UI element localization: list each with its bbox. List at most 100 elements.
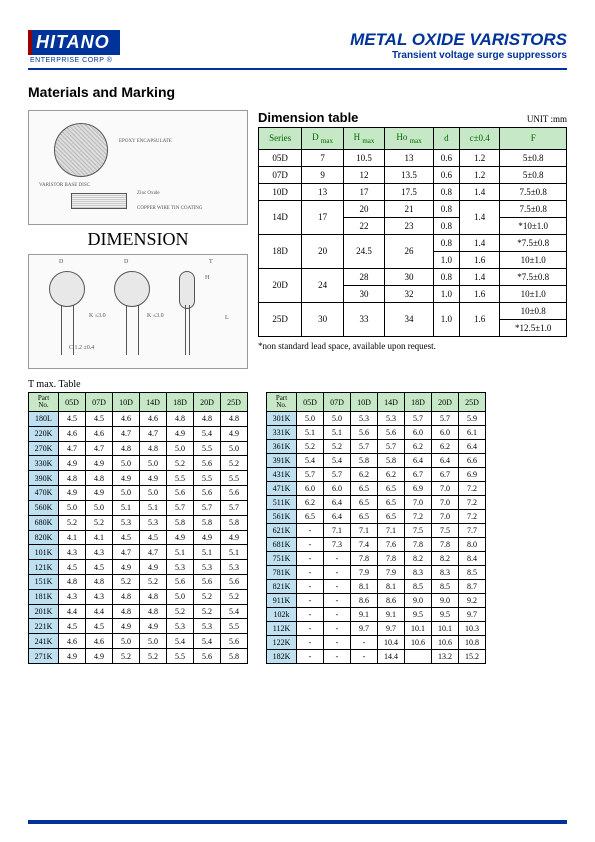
- tmax-value: 5.8: [221, 649, 248, 664]
- tmax-value: 6.4: [432, 454, 459, 468]
- tmax-value: 6.4: [324, 510, 351, 524]
- tmax-value: -: [351, 636, 378, 650]
- tmax-col-header: 07D: [86, 393, 113, 412]
- tmax-value: 4.1: [86, 530, 113, 545]
- dim-cell: *7.5±0.8: [500, 234, 567, 251]
- tmax-value: 8.6: [378, 594, 405, 608]
- logo-subtext: ENTERPRISE CORP ®: [30, 57, 112, 64]
- tmax-value: 5.2: [113, 574, 140, 589]
- tmax-value: 4.3: [59, 589, 86, 604]
- tmax-value: 5.2: [86, 515, 113, 530]
- dim-cell: 1.6: [459, 285, 499, 302]
- dim-cell: 0.6: [433, 149, 459, 166]
- tmax-value: 5.7: [432, 412, 459, 426]
- lead-line: [61, 305, 62, 355]
- tmax-part-no: 270K: [29, 441, 59, 456]
- tmax-value: 4.7: [59, 441, 86, 456]
- tmax-value: 5.8: [194, 515, 221, 530]
- dim-cell: 30: [343, 285, 384, 302]
- tmax-value: 10.3: [459, 622, 486, 636]
- page-subtitle: Transient voltage surge suppressors: [350, 50, 567, 61]
- tmax-part-no: 781K: [267, 566, 297, 580]
- tmax-value: 4.9: [86, 456, 113, 471]
- tmax-value: 6.0: [432, 426, 459, 440]
- tmax-part-no: 112K: [267, 622, 297, 636]
- tmax-value: 5.0: [167, 441, 194, 456]
- dim-cell: 33: [343, 302, 384, 336]
- dim-col-header: H max: [343, 128, 384, 150]
- tmax-value: -: [297, 608, 324, 622]
- tmax-value: 4.9: [113, 619, 140, 634]
- tmax-value: 14.4: [378, 650, 405, 664]
- tmax-value: 4.8: [113, 589, 140, 604]
- tmax-value: 6.0: [405, 426, 432, 440]
- tmax-value: 4.7: [86, 441, 113, 456]
- dim-cell: 5±0.8: [500, 166, 567, 183]
- tmax-value: 4.9: [113, 471, 140, 486]
- tmax-value: 5.9: [459, 412, 486, 426]
- dim-cell: 26: [385, 234, 434, 268]
- tmax-part-no: 221K: [29, 619, 59, 634]
- tmax-value: 9.7: [459, 608, 486, 622]
- tmax-value: 9.7: [351, 622, 378, 636]
- tmax-col-header: 20D: [432, 393, 459, 412]
- dim-cell: 12: [343, 166, 384, 183]
- tmax-value: 5.7: [167, 500, 194, 515]
- tmax-value: 5.2: [194, 589, 221, 604]
- tmax-part-no: 621K: [267, 524, 297, 538]
- dim-cell: 1.4: [459, 200, 499, 234]
- dim-cell: 5±0.8: [500, 149, 567, 166]
- tmax-value: 8.5: [459, 566, 486, 580]
- tmax-value: 6.2: [378, 468, 405, 482]
- tmax-value: 4.5: [140, 530, 167, 545]
- tmax-value: 5.3: [378, 412, 405, 426]
- tmax-value: 4.8: [140, 441, 167, 456]
- tmax-value: 4.8: [113, 604, 140, 619]
- tmax-value: 7.2: [405, 510, 432, 524]
- tmax-value: 5.1: [221, 545, 248, 560]
- tmax-value: 4.6: [140, 412, 167, 427]
- dim-cell: 1.0: [433, 251, 459, 268]
- tmax-value: 10.6: [432, 636, 459, 650]
- tmax-value: -: [297, 538, 324, 552]
- tmax-value: 4.9: [167, 426, 194, 441]
- tmax-value: 4.5: [86, 560, 113, 575]
- tmax-value: 6.7: [432, 468, 459, 482]
- tmax-value: 7.5: [405, 524, 432, 538]
- disc-graphic: [54, 123, 108, 177]
- dim-cell: 1.4: [459, 268, 499, 285]
- title-block: METAL OXIDE VARISTORS Transient voltage …: [350, 30, 567, 61]
- tmax-value: 6.5: [351, 510, 378, 524]
- dim-cell: 10±0.8: [500, 302, 567, 319]
- dim-cell: 7.5±0.8: [500, 200, 567, 217]
- tmax-value: 4.5: [59, 560, 86, 575]
- tmax-value: 5.2: [59, 515, 86, 530]
- tmax-value: 5.3: [194, 619, 221, 634]
- tmax-value: -: [324, 594, 351, 608]
- tmax-value: 9.5: [432, 608, 459, 622]
- tmax-value: 9.2: [459, 594, 486, 608]
- tmax-value: -: [324, 650, 351, 664]
- materials-diagram: EPOXY ENCAPSULATE VARISTOR BASE DISC Zin…: [28, 110, 248, 225]
- tmax-value: 5.2: [297, 440, 324, 454]
- tmax-value: 4.8: [113, 441, 140, 456]
- tmax-value: 6.5: [378, 510, 405, 524]
- tmax-value: 5.3: [167, 560, 194, 575]
- tmax-value: 4.8: [194, 412, 221, 427]
- dim-cell: 17: [343, 183, 384, 200]
- tmax-value: 10.8: [459, 636, 486, 650]
- dim-cell: 0.8: [433, 183, 459, 200]
- tmax-value: 4.9: [86, 649, 113, 664]
- tmax-col-header: 14D: [378, 393, 405, 412]
- dim-cell: 10.5: [343, 149, 384, 166]
- tmax-value: 5.3: [167, 619, 194, 634]
- tmax-value: 6.2: [297, 496, 324, 510]
- tmax-value: 5.0: [297, 412, 324, 426]
- tmax-value: 5.0: [59, 500, 86, 515]
- tmax-value: 5.6: [167, 486, 194, 501]
- tmax-col-header: 25D: [221, 393, 248, 412]
- tmax-value: 4.6: [86, 634, 113, 649]
- tmax-value: 5.5: [167, 649, 194, 664]
- tmax-value: 4.5: [86, 619, 113, 634]
- tmax-value: 4.9: [59, 456, 86, 471]
